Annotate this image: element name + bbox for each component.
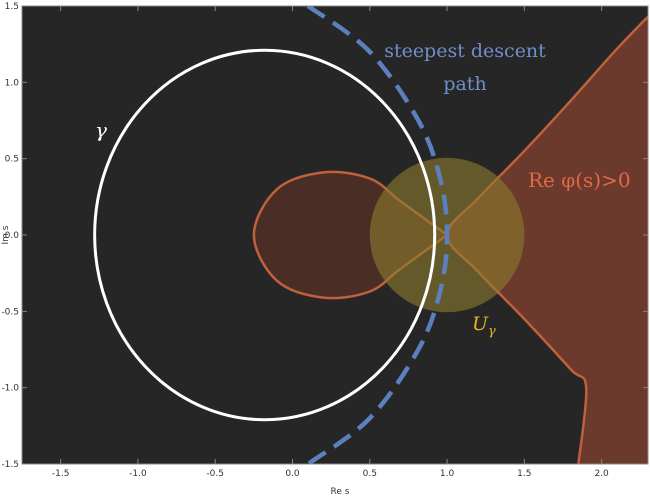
x-tick-label: 1.0 xyxy=(440,469,455,479)
u-gamma-main: U xyxy=(472,313,489,335)
x-tick-label: -1.5 xyxy=(52,469,70,479)
steepest-descent-path xyxy=(306,6,450,464)
y-tick-label: 0.5 xyxy=(5,155,19,165)
x-tick-label: -0.5 xyxy=(206,469,224,479)
y-tick-label: -0.5 xyxy=(1,307,19,317)
u-gamma-annotation: Uγ xyxy=(472,313,496,339)
y-tick-label: 1.5 xyxy=(5,2,19,12)
y-axis-ticks: -1.5 -1.0 -0.5 0.0 0.5 1.0 1.5 xyxy=(1,2,648,470)
re-phi-zero-boundary-loop xyxy=(252,170,448,300)
x-axis-ticks: -1.5 -1.0 -0.5 0.0 0.5 1.0 1.5 2.0 xyxy=(52,6,609,479)
x-tick-label: -1.0 xyxy=(129,469,147,479)
steepest-descent-annotation-line1: steepest descent xyxy=(384,40,546,62)
positive-region-fill xyxy=(447,6,648,464)
u-gamma-subscript: γ xyxy=(488,324,496,339)
y-tick-label: -1.5 xyxy=(1,460,19,470)
x-tick-label: 1.5 xyxy=(517,469,531,479)
y-tick-label: 1.0 xyxy=(5,78,20,88)
x-tick-label: 0.0 xyxy=(285,469,300,479)
x-axis-label: Re s xyxy=(331,487,350,497)
gamma-contour xyxy=(93,48,437,422)
y-tick-label: -1.0 xyxy=(1,384,19,394)
steepest-descent-annotation-line2: path xyxy=(443,73,486,95)
y-axis-label: Im s xyxy=(1,225,11,244)
y-tick-label: 0.0 xyxy=(5,231,20,241)
x-tick-label: 0.5 xyxy=(363,469,377,479)
re-phi-annotation: Re φ(s)>0 xyxy=(528,168,631,192)
gamma-annotation: γ xyxy=(95,118,107,142)
x-tick-label: 2.0 xyxy=(594,469,609,479)
